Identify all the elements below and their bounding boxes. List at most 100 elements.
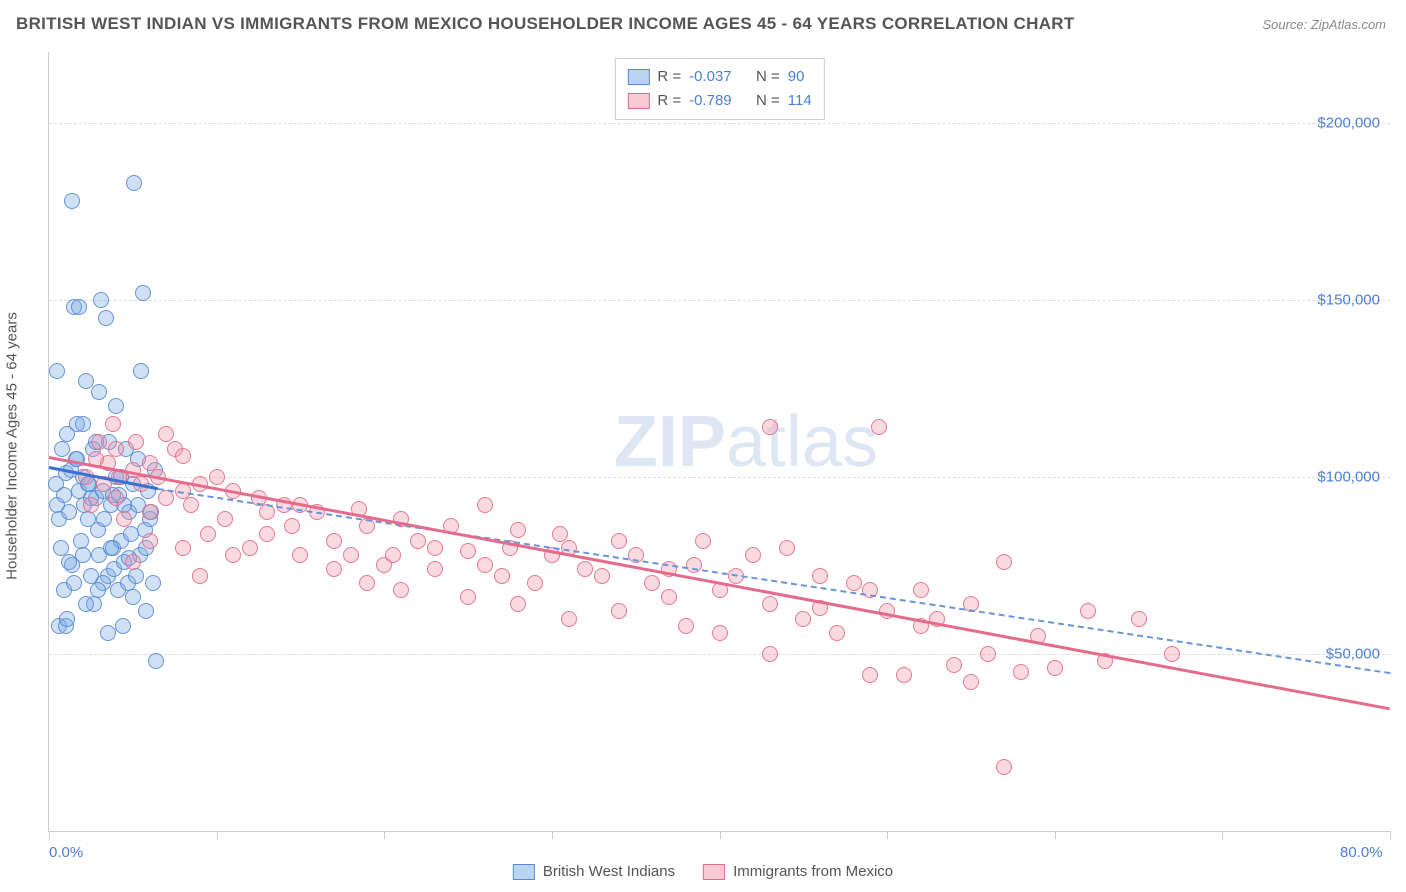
gridline — [49, 300, 1390, 301]
data-point — [1013, 664, 1029, 680]
swatch-blue-icon — [513, 864, 535, 880]
data-point — [148, 653, 164, 669]
data-point — [779, 540, 795, 556]
data-point — [762, 419, 778, 435]
n-label: N = — [756, 65, 780, 89]
scatter-chart: ZIPatlas R = -0.037 N = 90 R = -0.789 N … — [48, 52, 1390, 832]
data-point — [108, 398, 124, 414]
data-point — [695, 533, 711, 549]
data-point — [90, 582, 106, 598]
data-point — [1164, 646, 1180, 662]
watermark: ZIPatlas — [614, 401, 878, 483]
data-point — [138, 603, 154, 619]
x-tick — [1390, 831, 1391, 839]
data-point — [460, 589, 476, 605]
x-tick — [1222, 831, 1223, 839]
x-tick — [887, 831, 888, 839]
data-point — [427, 540, 443, 556]
data-point — [133, 363, 149, 379]
data-point — [64, 193, 80, 209]
y-tick-label: $50,000 — [1326, 645, 1380, 662]
legend-item-2: Immigrants from Mexico — [703, 863, 893, 880]
x-tick — [49, 831, 50, 839]
data-point — [996, 554, 1012, 570]
data-point — [393, 582, 409, 598]
data-point — [128, 434, 144, 450]
data-point — [678, 618, 694, 634]
data-point — [116, 511, 132, 527]
data-point — [91, 434, 107, 450]
data-point — [410, 533, 426, 549]
data-point — [745, 547, 761, 563]
legend-label-1: British West Indians — [543, 863, 675, 880]
data-point — [644, 575, 660, 591]
r-value-2: -0.789 — [689, 89, 732, 113]
data-point — [128, 568, 144, 584]
data-point — [225, 547, 241, 563]
data-point — [145, 575, 161, 591]
data-point — [56, 487, 72, 503]
data-point — [829, 625, 845, 641]
data-point — [183, 497, 199, 513]
data-point — [217, 511, 233, 527]
data-point — [1047, 660, 1063, 676]
data-point — [142, 504, 158, 520]
data-point — [175, 540, 191, 556]
r-value-1: -0.037 — [689, 65, 732, 89]
data-point — [359, 575, 375, 591]
data-point — [103, 540, 119, 556]
data-point — [200, 526, 216, 542]
data-point — [427, 561, 443, 577]
data-point — [510, 596, 526, 612]
swatch-pink-icon — [703, 864, 725, 880]
data-point — [142, 533, 158, 549]
data-point — [105, 416, 121, 432]
swatch-blue-icon — [627, 69, 649, 85]
legend-label-2: Immigrants from Mexico — [733, 863, 893, 880]
data-point — [1080, 603, 1096, 619]
data-point — [846, 575, 862, 591]
data-point — [611, 533, 627, 549]
data-point — [75, 416, 91, 432]
data-point — [259, 526, 275, 542]
x-tick — [1055, 831, 1056, 839]
data-point — [98, 310, 114, 326]
data-point — [385, 547, 401, 563]
y-tick-label: $100,000 — [1317, 468, 1380, 485]
data-point — [284, 518, 300, 534]
data-point — [561, 611, 577, 627]
data-point — [913, 582, 929, 598]
data-point — [96, 511, 112, 527]
data-point — [158, 490, 174, 506]
n-value-1: 90 — [788, 65, 805, 89]
y-tick-label: $200,000 — [1317, 114, 1380, 131]
data-point — [61, 504, 77, 520]
gridline — [49, 477, 1390, 478]
data-point — [661, 589, 677, 605]
legend-item-1: British West Indians — [513, 863, 675, 880]
data-point — [996, 759, 1012, 775]
gridline — [49, 654, 1390, 655]
data-point — [108, 441, 124, 457]
stats-row-series1: R = -0.037 N = 90 — [627, 65, 811, 89]
data-point — [326, 533, 342, 549]
data-point — [1131, 611, 1147, 627]
data-point — [91, 384, 107, 400]
data-point — [242, 540, 258, 556]
data-point — [712, 625, 728, 641]
data-point — [135, 285, 151, 301]
r-label: R = — [657, 65, 681, 89]
data-point — [59, 611, 75, 627]
x-tick — [384, 831, 385, 839]
data-point — [209, 469, 225, 485]
n-value-2: 114 — [788, 89, 812, 113]
data-point — [100, 625, 116, 641]
x-tick — [217, 831, 218, 839]
data-point — [343, 547, 359, 563]
data-point — [66, 575, 82, 591]
trendline — [158, 488, 1390, 674]
stats-box: R = -0.037 N = 90 R = -0.789 N = 114 — [614, 58, 824, 120]
x-tick-label: 0.0% — [49, 844, 83, 861]
data-point — [611, 603, 627, 619]
y-axis-label: Householder Income Ages 45 - 64 years — [4, 312, 21, 580]
